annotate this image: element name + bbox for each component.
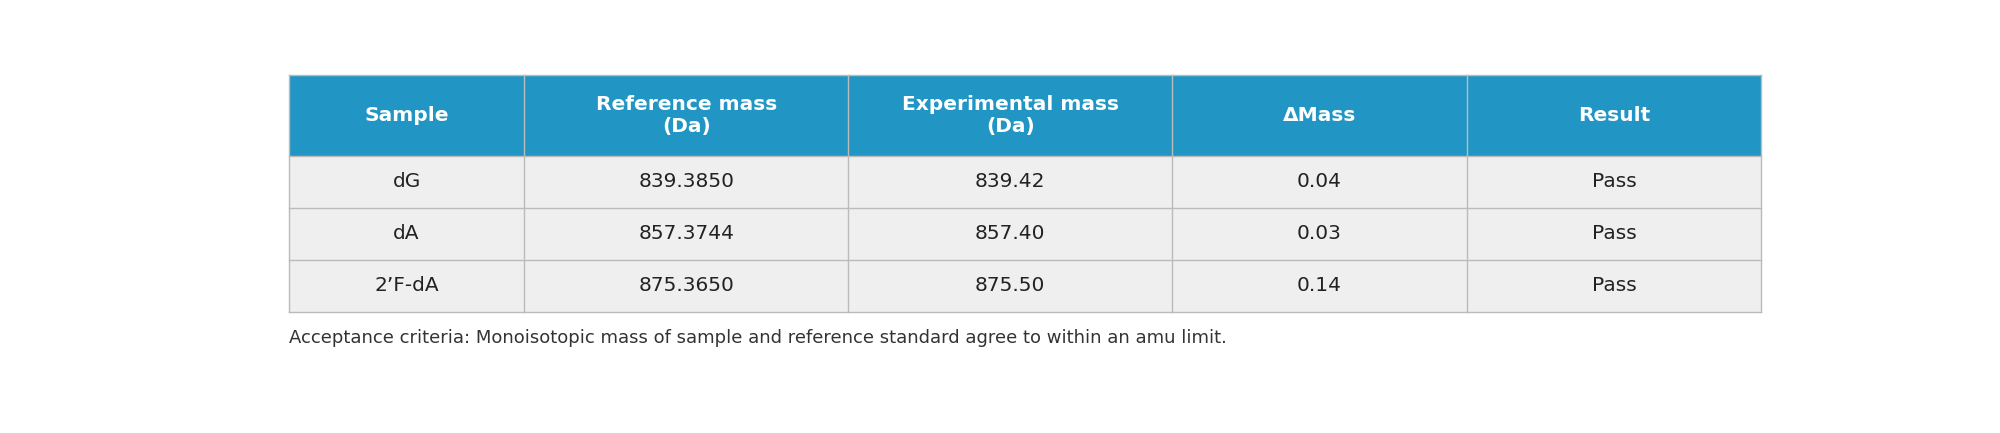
Text: 2’F-dA: 2’F-dA: [374, 277, 438, 295]
Text: 857.40: 857.40: [976, 224, 1046, 243]
Text: 875.50: 875.50: [976, 277, 1046, 295]
Text: Sample: Sample: [364, 106, 448, 125]
Text: Experimental mass
(Da): Experimental mass (Da): [902, 95, 1118, 136]
Text: dG: dG: [392, 172, 420, 191]
Text: Pass: Pass: [1592, 277, 1636, 295]
Text: 0.14: 0.14: [1296, 277, 1342, 295]
Text: ΔMass: ΔMass: [1282, 106, 1356, 125]
Text: Pass: Pass: [1592, 172, 1636, 191]
Text: 857.3744: 857.3744: [638, 224, 734, 243]
Text: 839.42: 839.42: [976, 172, 1046, 191]
Text: 0.04: 0.04: [1296, 172, 1342, 191]
Text: Acceptance criteria: Monoisotopic mass of sample and reference standard agree to: Acceptance criteria: Monoisotopic mass o…: [288, 329, 1226, 347]
Text: dA: dA: [394, 224, 420, 243]
Text: 839.3850: 839.3850: [638, 172, 734, 191]
Text: Result: Result: [1578, 106, 1650, 125]
Text: Reference mass
(Da): Reference mass (Da): [596, 95, 776, 136]
Text: Pass: Pass: [1592, 224, 1636, 243]
Text: 875.3650: 875.3650: [638, 277, 734, 295]
Text: 0.03: 0.03: [1298, 224, 1342, 243]
